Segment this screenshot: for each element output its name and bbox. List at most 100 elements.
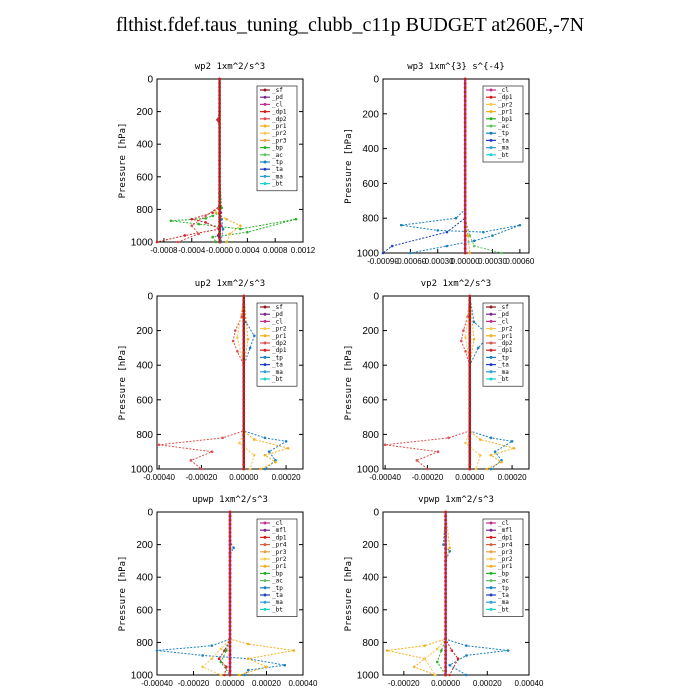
chart-1-ytick-label: 600 [136, 172, 153, 183]
chart-2-zero-marker [463, 182, 467, 185]
chart-5-xtick-label: -0.00040 [141, 679, 173, 688]
chart-2-zero-marker [463, 116, 467, 120]
chart-6-legend-marker [489, 535, 493, 539]
chart-1-point [220, 206, 223, 210]
chart-1-legend-marker [263, 160, 267, 164]
chart-4-zero-marker [468, 428, 472, 432]
chart-4-legend-marker [489, 305, 493, 309]
chart-2-xtick-label: 0.00000 [451, 257, 480, 266]
chart-6-zero-marker [444, 600, 447, 604]
chart-2-zero-marker [463, 212, 467, 216]
chart-4-zero-marker [468, 359, 472, 363]
chart-4-legend-label: _ma [498, 369, 509, 376]
chart-6-point [385, 649, 389, 652]
chart-1-point [214, 240, 218, 244]
chart-6-zero-marker [444, 669, 447, 673]
chart-4-point [476, 346, 480, 350]
chart-3-xtick-label: -0.00040 [143, 473, 175, 482]
chart-4-zero-marker [468, 458, 472, 462]
chart-5-ytick-label: 400 [136, 573, 153, 584]
chart-5-point [225, 649, 228, 652]
chart-2-point [491, 234, 494, 237]
chart-3-zero-marker [242, 467, 246, 471]
chart-6-point [448, 546, 452, 550]
chart-1-legend-label: _ma [272, 173, 283, 180]
chart-5-legend-marker [263, 557, 267, 561]
chart-4-ytick-label: 1000 [357, 465, 380, 476]
chart-5-point [223, 673, 226, 677]
chart-5-legend-marker [263, 521, 267, 525]
chart-6-legend-label: _bt [498, 606, 509, 613]
chart-6-point [423, 644, 427, 647]
chart-5-point [232, 546, 235, 550]
chart-3-legend-label: _tp [272, 354, 283, 361]
chart-1-zero-marker [218, 150, 221, 154]
chart-5-legend-label: _pr2 [272, 556, 287, 563]
chart-2-zero-marker [463, 86, 467, 90]
chart-5-legend-label: _ac [272, 578, 283, 585]
chart-3-legend-marker [263, 305, 267, 309]
chart-3-point [236, 336, 239, 339]
chart-6-zero-marker [444, 588, 447, 591]
chart-1-zero-marker [218, 159, 221, 162]
chart-6-zero-marker [444, 624, 447, 628]
chart-5-zero-marker [228, 522, 232, 526]
chart-2-zero-marker [463, 251, 467, 255]
chart-5-zero-marker [228, 543, 232, 546]
chart-2-legend [482, 85, 524, 163]
chart-3-ytick-label: 1000 [131, 465, 154, 476]
chart-5-zero-marker [228, 575, 232, 579]
chart-1-zero-marker [218, 183, 221, 187]
chart-5-zero-marker [228, 510, 232, 514]
chart-1-xtick-label: -0.0008 [150, 246, 178, 255]
chart-1-legend-label: _dp1 [272, 109, 287, 116]
chart-4-zero-marker [468, 311, 472, 315]
chart-5-zero-marker [228, 604, 232, 608]
chart-5-point [265, 665, 268, 669]
chart-6-legend-marker [489, 571, 493, 575]
chart-2-ytick-label: 200 [362, 109, 379, 120]
chart-5-legend-marker [263, 564, 267, 568]
chart-4-zero-marker [468, 415, 472, 419]
chart-2-ylabel: Pressure [hPa] [344, 128, 354, 204]
chart-6-ytick-label: 400 [362, 573, 379, 584]
chart-5-legend-marker [263, 607, 267, 611]
chart-2-legend-marker [489, 102, 493, 106]
chart-3-point [248, 346, 252, 350]
chart-4-zero-marker [468, 342, 472, 345]
chart-4-legend-label: _bt [498, 376, 509, 383]
chart-4-zero-marker [468, 376, 472, 380]
chart-6-ytick-label: 600 [362, 605, 379, 616]
chart-1-zero-marker [218, 155, 221, 158]
chart-1-zero-marker [218, 203, 221, 207]
chart-6-series-tp [442, 511, 509, 676]
chart-5-legend-label: _tp [272, 585, 283, 592]
chart-3-zero-marker [242, 420, 246, 423]
chart-5-zero-marker [228, 600, 232, 604]
chart-1-zero-marker [218, 126, 221, 130]
chart-4-point [479, 453, 482, 457]
chart-4-legend-label: _dp1 [498, 347, 513, 354]
chart-2-zero-marker [463, 199, 467, 203]
chart-2-legend-marker [489, 110, 493, 114]
chart-6-ytick-label: 1000 [357, 671, 380, 682]
chart-2-zero-marker [463, 155, 467, 159]
chart-4-zero-marker [468, 463, 472, 467]
chart-4-zero-marker [468, 337, 472, 341]
chart-6-xtick-label: 0.00000 [431, 679, 460, 688]
chart-2-zero-marker [463, 151, 467, 155]
chart-4-zero-marker [468, 355, 472, 358]
chart-2-zero-marker [463, 129, 467, 133]
chart-6-legend-label: _tp [498, 585, 509, 592]
chart-6-zero-marker [444, 632, 447, 636]
chart-3-zero-marker [242, 389, 246, 393]
chart-5-zero-marker [228, 551, 232, 555]
chart-3-zero-marker [242, 350, 246, 354]
chart-6-xtick-label: 0.00040 [515, 679, 544, 688]
chart-5-legend-label: _pr4 [272, 542, 287, 549]
chart-4-xtick-label: -0.00020 [412, 473, 444, 482]
chart-5-zero-marker [228, 657, 232, 661]
chart-5-ytick-label: 800 [136, 638, 153, 649]
chart-3-xtick-label: 0.00000 [229, 473, 258, 482]
chart-1-legend-marker [263, 153, 267, 157]
